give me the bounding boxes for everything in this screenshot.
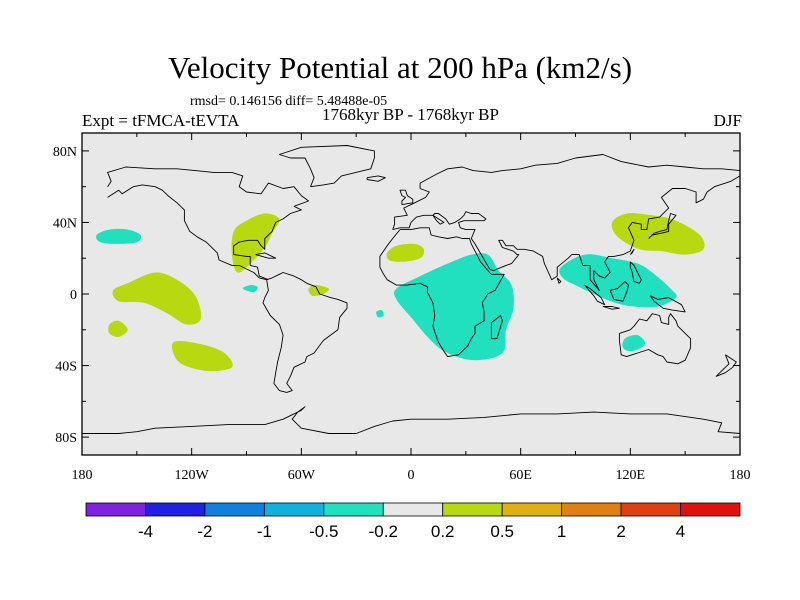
madagascar-coast [490,315,503,340]
brazil-positive-region [308,285,330,297]
map-title: Velocity Potential at 200 hPa (km2/s) [167,50,633,85]
experiment-label: Expt = tFMCA-tEVTA [82,111,240,130]
tropical-pacific-positive-region [112,272,202,325]
lat-tick-label: 0 [70,288,77,303]
maritime-negative-region [559,254,677,308]
colorbar-label: 4 [676,522,685,541]
map-ticks: 80N 40N 0 40S 80S 180 120W 60W 0 60E 120E 180 [53,133,751,483]
lon-tick-label: 60W [288,468,316,483]
africa-negative-region [393,253,514,361]
asia-east-coast [392,175,740,291]
colorbar: -4 -2 -1 -0.5 -0.2 0.2 0.5 1 2 4 [85,502,741,541]
japan-coast [648,213,677,239]
colorbar-label: -1 [257,522,272,541]
colorbar-label: -4 [138,522,153,541]
colorbar-swatch [204,502,265,517]
colorbar-label: 0.5 [490,522,514,541]
period-label: 1768kyr BP - 1768kyr BP [322,105,499,124]
colorbar-swatch [501,502,563,517]
colorbar-label: 2 [616,522,625,541]
australia-coast [618,313,692,365]
north-america-coast [107,184,267,281]
new-zealand-coast [715,354,737,377]
north-pacific-negative-region [96,228,142,244]
atlantic-negative-region [376,309,384,318]
lon-tick-label: 60E [509,468,532,483]
borneo-coast [609,281,629,302]
colorbar-label: -2 [197,522,212,541]
colorbar-label: 1 [557,522,566,541]
colorbar-swatch [323,502,384,517]
australia-negative-region [622,334,646,352]
south-pacific-positive-region [108,320,128,338]
colorbar-swatch [561,502,622,517]
new-guinea-coast [650,295,686,313]
lat-tick-label: 40N [53,216,77,231]
colorbar-swatch [382,502,444,517]
lat-tick-label: 40S [55,360,77,375]
lon-tick-label: 180 [72,468,93,483]
java-coast [602,306,620,310]
hainan-taiwan-coast [629,248,635,255]
lat-tick-label: 80N [53,145,77,160]
coastlines [82,145,740,434]
colorbar-swatch [442,502,503,517]
colorbar-label: 0.2 [431,522,455,541]
iceland-coast [366,175,386,182]
africa-coast [379,227,505,358]
lat-tick-label: 80S [55,431,77,446]
colorbar-label: -0.5 [309,522,338,541]
cuba-coast [255,252,277,259]
season-label: DJF [713,111,742,130]
south-america-coast [262,272,348,393]
colorbar-swatch [145,502,206,517]
sumatra-coast [584,284,606,306]
colorbar-swatch [680,502,741,517]
north-africa-positive-region [386,243,425,262]
lon-tick-label: 0 [408,468,415,483]
colorbar-swatch [85,502,146,517]
statistics-text: rmsd= 0.146156 diff= 5.48488e-05 [190,94,388,109]
southeast-pacific-positive-region [171,341,233,372]
colorbar-swatch [620,502,681,517]
antarctica-coast [82,406,740,434]
philippines-coast [629,261,642,284]
lon-tick-label: 180 [730,468,751,483]
lon-tick-label: 120E [616,468,646,483]
north-america-positive-region [231,213,280,273]
uk-coast [399,189,414,206]
anomaly-regions [96,213,705,372]
colorbar-label: -0.2 [369,522,398,541]
north-america-east-coast [107,166,310,281]
sri-lanka-coast [556,277,562,284]
greenland-coast [278,145,375,188]
lon-tick-label: 120W [175,468,210,483]
eurasia-africa-coast [392,154,740,230]
central-america-negative-region [242,285,258,293]
colorbar-swatch [263,502,325,517]
